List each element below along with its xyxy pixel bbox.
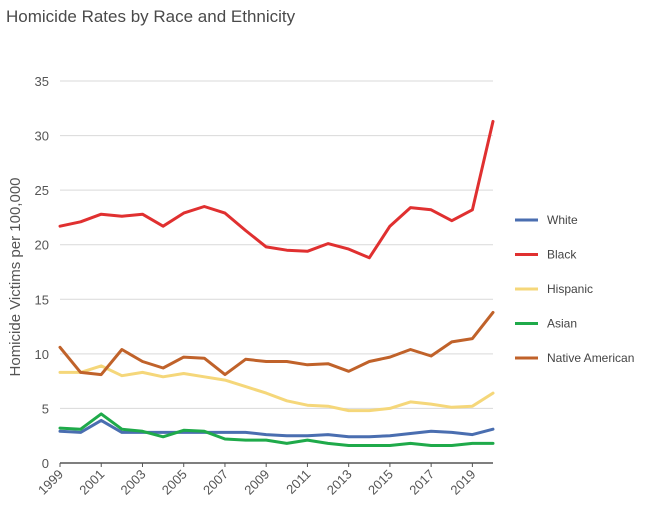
x-tick-label: 2001 [76, 467, 107, 498]
x-tick-label: 2005 [159, 467, 190, 498]
series-line-hispanic [58, 364, 495, 413]
y-tick-label: 10 [35, 347, 49, 362]
x-tick-label: 2019 [447, 467, 478, 498]
x-tick-label: 2007 [200, 467, 231, 498]
x-tick-label: 2017 [406, 467, 437, 498]
series-line-asian [58, 412, 495, 447]
legend-label: Asian [547, 317, 577, 331]
series-line-black [58, 119, 495, 260]
x-tick-label: 2013 [324, 467, 355, 498]
x-axis-ticks: 1999 2001 2003 2005 2007 2009 2011 2013 2015 2017… [35, 463, 479, 498]
y-tick-label: 20 [35, 238, 49, 253]
x-tick-label: 2009 [241, 467, 272, 498]
y-tick-label: 5 [42, 401, 49, 416]
legend-label: White [547, 213, 578, 227]
y-axis-ticks: 0 5 10 15 20 25 30 35 [35, 74, 49, 471]
series-line-native-american [58, 310, 495, 377]
legend-label: Hispanic [547, 282, 593, 296]
y-axis-label: Homicide Victims per 100,000 [7, 178, 24, 377]
y-tick-label: 35 [35, 74, 49, 89]
legend-label: Native American [547, 351, 634, 365]
legend: White Black Hispanic Asian Native American [515, 213, 634, 365]
gridlines [60, 80, 493, 464]
series-lines [58, 119, 495, 447]
series-line-white [58, 418, 495, 439]
y-tick-label: 0 [42, 456, 49, 471]
legend-label: Black [547, 248, 577, 262]
y-tick-label: 25 [35, 183, 49, 198]
x-tick-label: 1999 [35, 467, 66, 498]
y-tick-label: 15 [35, 292, 49, 307]
x-tick-label: 2015 [365, 467, 396, 498]
x-tick-label: 2003 [118, 467, 149, 498]
chart-title: Homicide Rates by Race and Ethnicity [6, 7, 296, 26]
y-tick-label: 30 [35, 129, 49, 144]
x-tick-label: 2011 [283, 467, 313, 497]
